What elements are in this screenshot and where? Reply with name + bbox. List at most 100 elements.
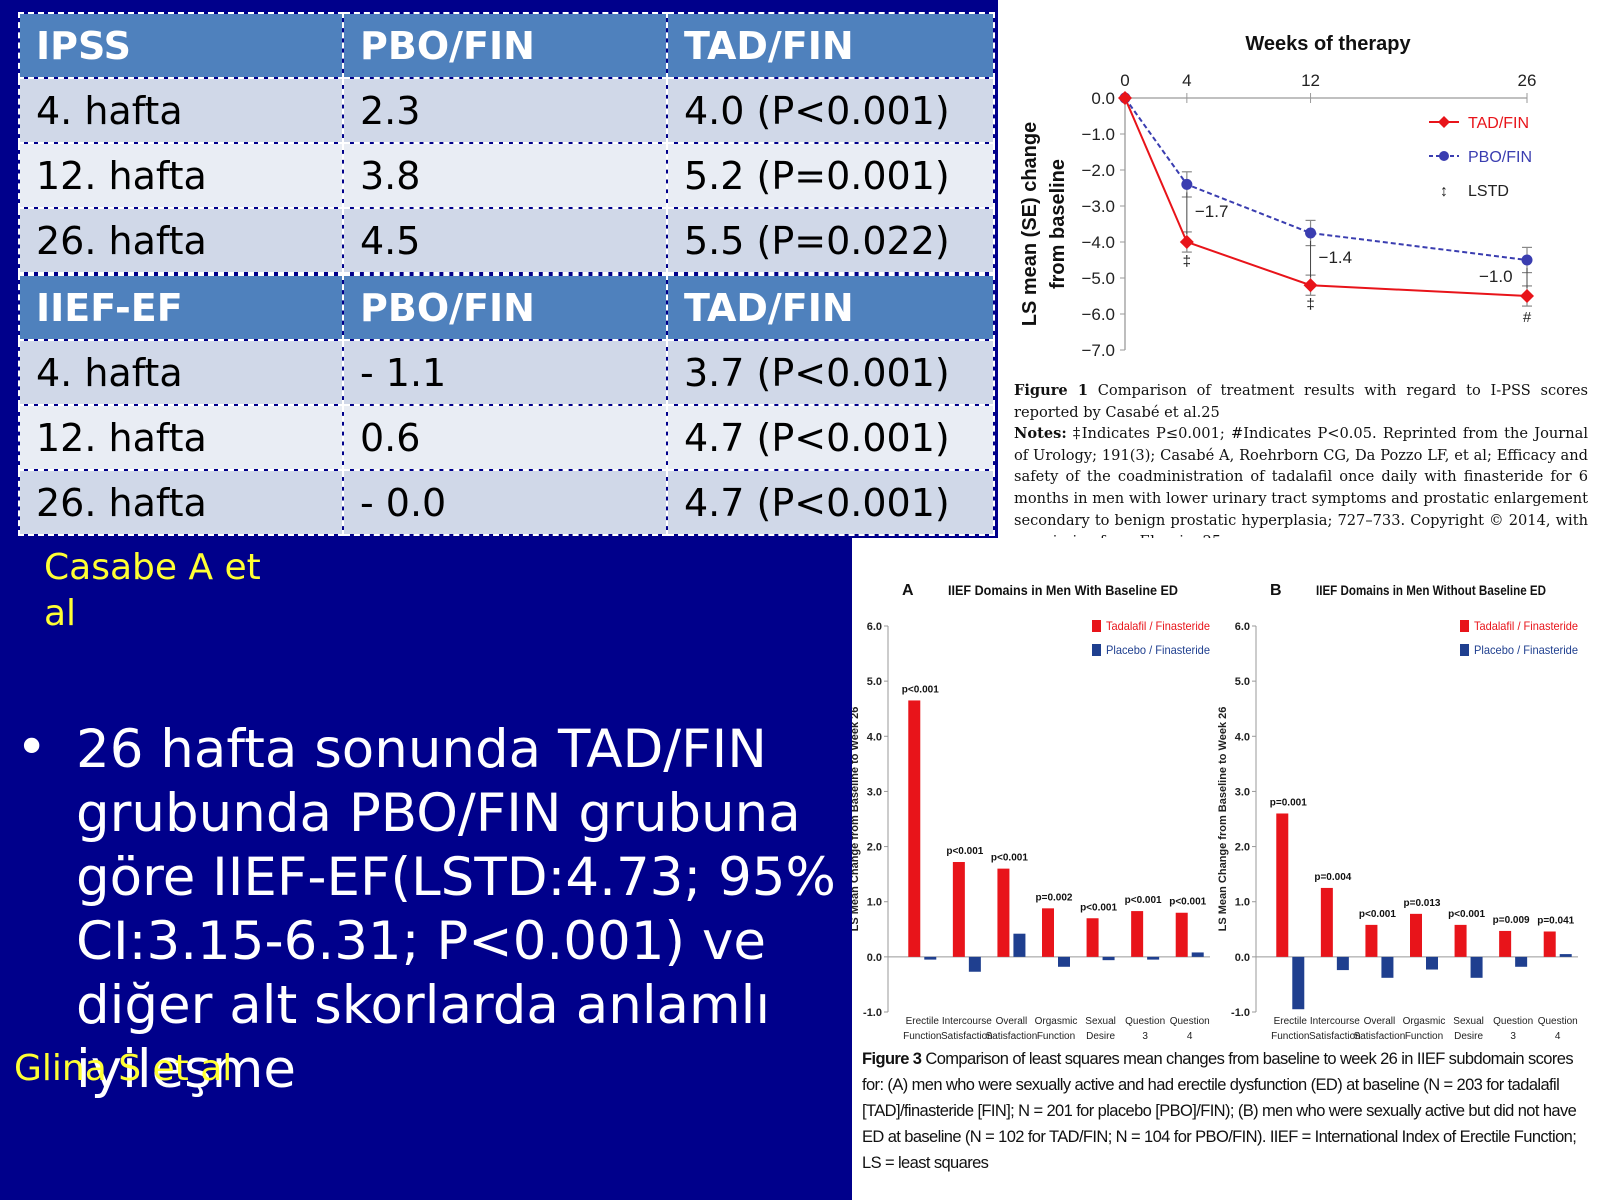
category-label: Question	[1125, 1016, 1165, 1027]
panel-letter: B	[1270, 582, 1282, 599]
legend-swatch-tadalafil	[1460, 620, 1469, 632]
bar-placebo-finasteride	[1292, 956, 1305, 1010]
p-value-label: p=0.013	[1404, 898, 1441, 909]
category-label: Overall	[996, 1016, 1028, 1027]
y-tick-label: 6.0	[867, 621, 882, 633]
table-cell: 4.7 (P<0.001)	[666, 404, 995, 471]
table-cell: 12. hafta	[18, 142, 344, 209]
legend-label-tadalafil: Tadalafil / Finasteride	[1106, 619, 1210, 633]
category-label: Erectile	[906, 1016, 940, 1027]
panel-title: IIEF Domains in Men Without Baseline ED	[1316, 582, 1546, 598]
bar-placebo-finasteride	[1470, 956, 1483, 978]
p-value-label: p<0.001	[946, 846, 983, 857]
x-tick-label: 26	[1518, 71, 1537, 90]
y-tick-label: 1.0	[1235, 897, 1250, 909]
table-cell: 2.3	[342, 77, 668, 144]
table-cell: 4. hafta	[18, 77, 344, 144]
data-point-tad-fin	[1118, 91, 1132, 105]
table-cell: 4.7 (P<0.001)	[666, 469, 995, 536]
y-tick-label: −4.0	[1081, 233, 1115, 252]
table-row: 4. hafta - 1.1 3.7 (P<0.001)	[18, 339, 995, 406]
bar-tadalafil-finasteride	[1175, 912, 1188, 957]
caption-text: Comparison of least squares mean changes…	[862, 1050, 1577, 1172]
y-tick-label: 0.0	[1235, 952, 1250, 964]
p-value-label: p<0.001	[1169, 897, 1206, 908]
p-value-label: p<0.001	[1125, 895, 1162, 906]
figure-3-panel: A IIEF Domains in Men With Baseline ED 6.0…	[849, 538, 1600, 1200]
category-label: Question	[1493, 1016, 1533, 1027]
category-label: 4	[1555, 1031, 1561, 1042]
category-label: 4	[1187, 1031, 1193, 1042]
category-label: Question	[1538, 1016, 1578, 1027]
legend-marker-lstd: ↕	[1440, 183, 1448, 200]
y-tick-label: −5.0	[1081, 269, 1115, 288]
p-value-label: p=0.001	[1270, 797, 1307, 808]
table-cell: 5.2 (P=0.001)	[666, 142, 995, 209]
category-label: Satisfaction	[941, 1031, 993, 1042]
category-label: 3	[1142, 1031, 1148, 1042]
chart-title: Weeks of therapy	[1245, 33, 1411, 55]
category-label: Orgasmic	[1403, 1016, 1446, 1027]
y-tick-label: -1.0	[1231, 1007, 1250, 1019]
legend-label-placebo: Placebo / Finasteride	[1106, 643, 1210, 657]
bar-tadalafil-finasteride	[1543, 931, 1556, 957]
p-value-label: p=0.041	[1537, 915, 1574, 926]
category-label: Intercourse	[942, 1016, 992, 1027]
bar-tadalafil-finasteride	[908, 700, 921, 957]
category-label: Erectile	[1274, 1016, 1308, 1027]
p-value-label: p<0.001	[1080, 902, 1117, 913]
table-cell: 4.5	[342, 207, 668, 274]
legend-label-pbo-fin: PBO/FIN	[1468, 149, 1532, 166]
data-point-pbo-fin	[1181, 178, 1193, 190]
caption-title-label: Figure 3	[862, 1050, 922, 1068]
series-line-tad-fin	[1124, 97, 1528, 297]
category-label: Intercourse	[1310, 1016, 1360, 1027]
y-tick-label: −7.0	[1081, 341, 1115, 360]
lstd-label: −1.0	[1479, 267, 1513, 286]
bar-placebo-finasteride	[1515, 956, 1528, 967]
bar-placebo-finasteride	[1102, 956, 1115, 961]
table-cell: 12. hafta	[18, 404, 344, 471]
lstd-label: −1.7	[1195, 202, 1229, 221]
y-tick-label: -1.0	[863, 1007, 882, 1019]
caption-notes-label: Notes:	[1014, 425, 1067, 443]
bar-placebo-finasteride	[1058, 956, 1070, 967]
bar-tadalafil-finasteride	[1499, 930, 1512, 957]
caption-title: Comparison of treatment results with reg…	[1014, 382, 1589, 421]
bar-tadalafil-finasteride	[952, 862, 965, 957]
table-header-cell: TAD/FIN	[666, 274, 995, 341]
table-cell: 26. hafta	[18, 469, 344, 536]
ipss-table: IPSS PBO/FIN TAD/FIN 4. hafta 2.3 4.0 (P…	[18, 12, 995, 274]
data-point-pbo-fin	[1305, 227, 1317, 239]
bar-tadalafil-finasteride	[1276, 813, 1289, 957]
category-label: Desire	[1454, 1031, 1483, 1042]
series-line-pbo-fin	[1124, 97, 1528, 261]
p-value-label: p=0.002	[1036, 892, 1073, 903]
ipss-line-chart: Weeks of therapy 0 4 12 26 0.0 −1.0 −2.0 −3.0 −4.…	[1019, 33, 1537, 360]
data-point-tad-fin	[1520, 289, 1534, 303]
y-tick-label: 2.0	[1235, 842, 1250, 854]
y-axis-label: LS mean (SE) change from baseline	[1019, 122, 1069, 327]
table-header-row: IIEF-EF PBO/FIN TAD/FIN	[18, 274, 995, 341]
table-cell: - 0.0	[342, 469, 668, 536]
bar-tadalafil-finasteride	[1320, 887, 1333, 957]
figure-3-caption: Figure 3 Comparison of least squares mea…	[862, 1046, 1592, 1176]
bar-placebo-finasteride	[1336, 956, 1349, 971]
iief-bar-charts: A IIEF Domains in Men With Baseline ED 6.0…	[849, 582, 1578, 1042]
y-axis-label-line: LS mean (SE) change	[1019, 122, 1041, 327]
y-tick-label: −3.0	[1081, 197, 1115, 216]
significance-mark: ‡	[1183, 253, 1191, 270]
p-value-label: p<0.001	[1448, 909, 1485, 920]
bar-placebo-finasteride	[1559, 954, 1572, 957]
category-label: Function	[1037, 1031, 1075, 1042]
bar-placebo-finasteride	[1381, 956, 1394, 978]
table-row: 4. hafta 2.3 4.0 (P<0.001)	[18, 77, 995, 144]
y-tick-label: 4.0	[867, 731, 882, 743]
table-cell: 0.6	[342, 404, 668, 471]
lstd-label: −1.4	[1319, 248, 1353, 267]
legend-label-lstd: LSTD	[1468, 183, 1509, 200]
category-label: Desire	[1086, 1031, 1115, 1042]
legend-label-tad-fin: TAD/FIN	[1468, 115, 1529, 132]
bar-tadalafil-finasteride	[1410, 913, 1422, 957]
figure-1-caption: Figure 1 Comparison of treatment results…	[1014, 380, 1588, 553]
